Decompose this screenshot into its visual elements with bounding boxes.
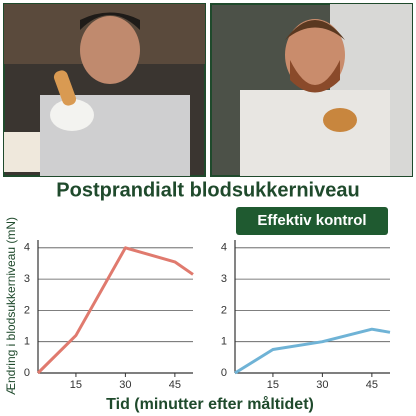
y-tick-label: 2 (221, 304, 227, 316)
data-line (234, 327, 391, 375)
x-tick-label: 45 (169, 379, 181, 391)
y-tick-label: 3 (221, 273, 227, 285)
x-tick-label: 45 (366, 379, 378, 391)
x-tick-label: 30 (119, 379, 131, 391)
badge-text: Effektiv kontrol (257, 212, 366, 229)
x-axis-label: Tid (minutter efter måltidet) (106, 395, 314, 413)
chart-title: Postprandialt blodsukkerniveau (56, 179, 359, 201)
y-tick-label: 3 (24, 273, 30, 285)
y-tick-label: 0 (221, 367, 227, 379)
y-axis-label: Ændring i blodsukkerniveau (mN) (4, 217, 18, 395)
y-tick-label: 4 (24, 242, 30, 254)
x-tick-label: 15 (267, 379, 279, 391)
photo-left (3, 3, 206, 177)
y-tick-label: 2 (24, 304, 30, 316)
data-line (36, 246, 194, 375)
y-tick-label: 4 (221, 242, 227, 254)
y-tick-label: 1 (24, 336, 30, 348)
photo-right (210, 3, 413, 177)
x-tick-label: 30 (316, 379, 328, 391)
badge (236, 207, 388, 235)
y-tick-label: 1 (221, 336, 227, 348)
x-tick-label: 15 (70, 379, 82, 391)
y-tick-label: 0 (24, 367, 30, 379)
